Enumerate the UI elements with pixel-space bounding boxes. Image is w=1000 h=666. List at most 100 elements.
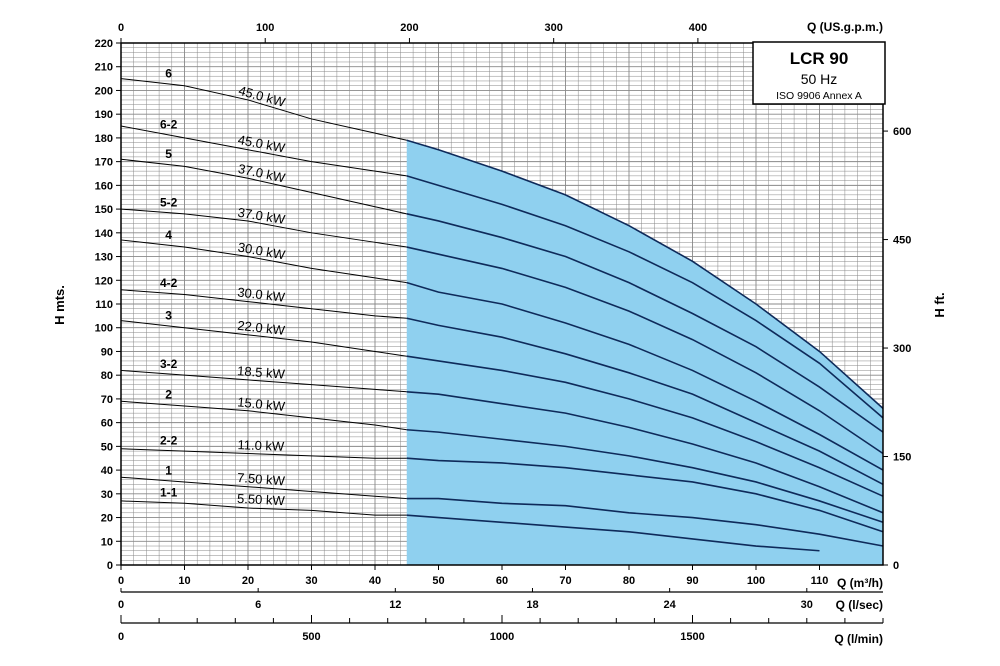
curve-1-1-outside — [120, 500, 407, 516]
curve-3-2-operating — [406, 390, 884, 514]
y-tick-label: 20 — [101, 513, 113, 525]
x-tick-label: 110 — [811, 575, 829, 587]
x-tick-label: 20 — [242, 575, 254, 587]
operating-range-area — [406, 140, 883, 566]
top-tick-label: 400 — [689, 22, 707, 34]
curve-5-2-outside — [120, 208, 407, 248]
top-tick-label: 100 — [256, 22, 274, 34]
curve-name-label: 6 — [165, 67, 172, 81]
y-tick-label: 110 — [95, 299, 113, 311]
curve-4-2-operating — [406, 317, 884, 486]
top-tick-label: 200 — [400, 22, 418, 34]
x-tick-label: 10 — [178, 575, 190, 587]
legend-standard: ISO 9906 Annex A — [776, 90, 862, 102]
y-tick-label: 50 — [101, 441, 113, 453]
top-tick-label: 300 — [544, 22, 562, 34]
y-tick-label: 120 — [95, 275, 113, 287]
x-tick-label: 0 — [118, 575, 124, 587]
curve-6-operating — [406, 139, 884, 409]
curve-5-2-operating — [406, 246, 884, 455]
y-tick-label: 180 — [95, 133, 113, 145]
y-tick-label: 30 — [101, 489, 113, 501]
curve-2-2-outside — [120, 448, 407, 459]
x-tick-label: 60 — [496, 575, 508, 587]
curve-1-1-operating — [406, 514, 820, 552]
legend-frame — [752, 41, 886, 105]
x-tick-label: 50 — [432, 575, 444, 587]
x-axis-label-top: Q (US.g.p.m.) — [807, 20, 883, 34]
y-tick-label: 80 — [101, 370, 113, 382]
lmin-tick-label: 0 — [118, 631, 124, 643]
curve-name-label: 5 — [165, 147, 172, 161]
curve-power-label: 18.5 kW — [237, 363, 286, 382]
x-tick-label: 100 — [747, 575, 765, 587]
right-tick-label: 150 — [893, 452, 911, 464]
top-tick-label: 0 — [118, 22, 124, 34]
right-tick-label: 600 — [893, 126, 911, 138]
y-tick-label: 130 — [95, 252, 113, 264]
curve-name-label: 1 — [165, 464, 172, 478]
lmin-tick-label: 1500 — [680, 631, 704, 643]
y-tick-label: 160 — [95, 180, 113, 192]
curve-6-2-operating — [406, 175, 884, 419]
curve-2-2-operating — [406, 457, 884, 533]
curve-4-operating — [406, 281, 884, 471]
curve-1-outside — [120, 476, 407, 500]
curve-4-2-outside — [120, 289, 407, 319]
axes-layer: 0102030405060708090100110120130140150160… — [95, 22, 912, 643]
y-tick-label: 10 — [101, 536, 113, 548]
curve-power-label: 11.0 kW — [237, 437, 285, 454]
curve-name-label: 3 — [165, 309, 172, 323]
curve-power-label: 5.50 kW — [237, 491, 286, 508]
y-tick-label: 170 — [95, 157, 113, 169]
y-tick-label: 0 — [107, 560, 113, 572]
y-tick-label: 210 — [95, 62, 113, 74]
x-axis-label-lsec: Q (l/sec) — [836, 598, 883, 612]
curve-6-2-outside — [120, 125, 407, 177]
lmin-tick-label: 1000 — [490, 631, 514, 643]
curve-5-outside — [120, 158, 407, 215]
y-tick-label: 70 — [101, 394, 113, 406]
y-tick-label: 100 — [95, 323, 113, 335]
lsec-tick-label: 24 — [664, 599, 677, 611]
y-tick-label: 140 — [95, 228, 113, 240]
y-tick-label: 40 — [101, 465, 113, 477]
lsec-tick-label: 18 — [526, 599, 538, 611]
right-tick-label: 300 — [893, 343, 911, 355]
curve-name-label: 5-2 — [160, 195, 178, 209]
y-tick-label: 90 — [101, 346, 113, 358]
lsec-tick-label: 6 — [255, 599, 261, 611]
curve-power-label: 45.0 kW — [237, 83, 288, 110]
curve-4-outside — [120, 239, 407, 284]
curve-name-label: 4-2 — [160, 276, 178, 290]
curve-name-label: 2-2 — [160, 433, 178, 447]
legend-title: LCR 90 — [790, 49, 849, 68]
right-tick-label: 0 — [893, 560, 899, 572]
curve-name-label: 2 — [165, 388, 172, 402]
curve-2-outside — [120, 400, 407, 431]
curve-name-label: 1-1 — [160, 486, 178, 500]
curve-power-label: 7.50 kW — [237, 470, 286, 489]
lsec-tick-label: 30 — [801, 599, 813, 611]
y-axis-label-right: H ft. — [932, 292, 947, 317]
y-tick-label: 220 — [95, 38, 113, 50]
curve-name-label: 3-2 — [160, 357, 178, 371]
x-tick-label: 40 — [369, 575, 381, 587]
lsec-tick-label: 12 — [389, 599, 401, 611]
x-axis-label-lmin: Q (l/min) — [834, 632, 883, 646]
legend-box: LCR 90 50 Hz ISO 9906 Annex A — [752, 41, 886, 105]
curve-6-outside — [120, 78, 407, 141]
curve-name-label: 6-2 — [160, 117, 178, 131]
operating-range-layer — [406, 140, 883, 566]
curves-layer — [120, 78, 884, 552]
lsec-tick-label: 0 — [118, 599, 124, 611]
y-axis-label-left: H mts. — [52, 285, 67, 325]
y-tick-label: 190 — [95, 109, 113, 121]
curve-power-label: 15.0 kW — [237, 394, 287, 414]
curve-1-operating — [406, 497, 884, 547]
curve-3-operating — [406, 355, 884, 497]
x-axis-label-m3h: Q (m³/h) — [837, 576, 883, 590]
curve-power-label: 30.0 kW — [237, 284, 287, 304]
